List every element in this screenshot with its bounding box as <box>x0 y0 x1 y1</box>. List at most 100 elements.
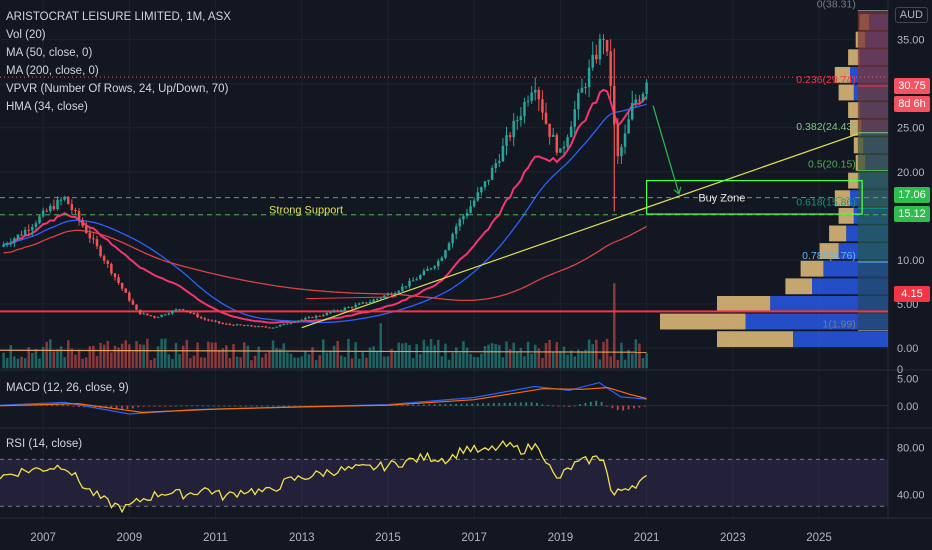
macd-histogram-bar <box>277 405 280 407</box>
volume-bar <box>260 357 264 369</box>
candle-body <box>314 315 318 318</box>
candle-body <box>167 313 171 315</box>
macd-histogram-bar <box>412 404 414 406</box>
overlays <box>0 76 888 353</box>
volume-bar <box>512 342 515 369</box>
candle-body <box>38 216 41 224</box>
volume-bar <box>174 342 178 369</box>
volume-bar <box>307 354 311 369</box>
strong-support-label: Strong Support <box>269 204 343 216</box>
volume-bar <box>250 360 253 369</box>
vp-down <box>745 313 888 330</box>
macd-label[interactable]: MACD (12, 26, close, 9) <box>6 382 129 394</box>
annotations: Strong Support Buy Zone <box>269 105 863 216</box>
volume-bar <box>181 345 185 369</box>
candle-body <box>555 134 559 153</box>
candle-body <box>210 320 214 322</box>
volume-bar <box>113 345 117 369</box>
macd-histogram-bar <box>638 405 641 408</box>
legend-ma200[interactable]: MA (200, close, 0) <box>6 65 99 77</box>
candle-body <box>541 99 544 113</box>
macd-histogram-bar <box>67 405 70 406</box>
volume-bar <box>598 359 602 369</box>
vp-row <box>717 331 888 348</box>
macd-signal-line <box>0 386 647 414</box>
candle-body <box>307 317 311 319</box>
volume-bar <box>293 357 296 369</box>
arrow-head <box>673 186 682 195</box>
legend-vpvr[interactable]: VPVR (Number Of Rows, 24, Up/Down, 70) <box>6 83 229 95</box>
legend-ma50[interactable]: MA (50, close, 0) <box>6 47 93 59</box>
candle-body <box>296 320 300 322</box>
macd-histogram-bar <box>455 403 458 406</box>
macd-histogram-bar <box>546 404 549 406</box>
candle-body <box>548 123 551 137</box>
volume-bar <box>372 346 375 369</box>
candle-body <box>135 304 138 310</box>
symbol-title[interactable]: ARISTOCRAT LEISURE LIMITED, 1M, ASX <box>6 11 231 23</box>
candle-body <box>102 256 106 261</box>
currency-badge[interactable]: AUD <box>894 7 928 23</box>
volume-bar <box>397 342 400 369</box>
time-tick-label: 2019 <box>548 532 574 544</box>
candle-body <box>289 322 293 324</box>
macd-histogram-bar <box>422 404 425 406</box>
candle-body <box>329 312 332 314</box>
candle-body <box>31 226 34 231</box>
volume-bar <box>74 354 77 369</box>
time-tick-label: 2017 <box>461 532 487 544</box>
volume-bar <box>41 346 45 369</box>
macd-histogram-bar <box>401 404 404 406</box>
candle-body <box>472 200 476 207</box>
candle-body <box>120 282 124 289</box>
macd-histogram-bar <box>514 402 517 406</box>
candle-body <box>110 263 113 274</box>
volume-bar <box>66 340 70 369</box>
time-tick-label: 2015 <box>375 532 401 544</box>
candle-body <box>350 307 354 309</box>
candle-body <box>325 312 329 316</box>
macd-histogram-bar <box>282 405 285 407</box>
volume-bar <box>88 346 92 369</box>
countdown-tag: 8d 6h <box>894 96 930 112</box>
macd-histogram-bar <box>239 405 242 407</box>
macd-histogram-bar <box>417 404 420 406</box>
volume-bar <box>354 342 357 369</box>
ma50-line <box>3 103 647 324</box>
macd-histogram-bar <box>439 404 441 406</box>
legend-hma[interactable]: HMA (34, close) <box>6 101 88 113</box>
fib-band <box>857 85 888 133</box>
volume-bar <box>505 341 508 369</box>
candle-body <box>577 92 580 110</box>
macd-histogram-bar <box>519 402 522 406</box>
candle-body <box>620 146 623 157</box>
volume-bar <box>156 346 160 369</box>
volume-bar <box>555 342 559 369</box>
macd-histogram-bar <box>78 405 80 408</box>
volume-bar <box>580 351 584 369</box>
volume-bar <box>415 344 418 369</box>
volume-bar <box>336 341 339 369</box>
volume-bar <box>196 342 199 369</box>
candlesticks[interactable] <box>2 33 648 329</box>
rsi-label[interactable]: RSI (14, close) <box>6 438 83 450</box>
candle-body <box>225 323 228 325</box>
volume-bar <box>271 340 275 369</box>
volume-bar <box>537 348 541 369</box>
macd-histogram-bar <box>185 405 188 407</box>
volume-bar <box>526 341 530 369</box>
volume-bar <box>325 352 329 369</box>
candle-body <box>74 209 77 212</box>
volume-bar <box>379 323 383 369</box>
legend-volume[interactable]: Vol (20) <box>6 29 46 41</box>
volume-bar <box>562 346 566 369</box>
macd-line <box>0 381 647 415</box>
macd-histogram-bar <box>503 402 506 406</box>
vp-up <box>834 190 850 207</box>
volume-bar <box>465 347 469 369</box>
candle-body <box>544 112 548 124</box>
candle-body <box>533 89 537 93</box>
candle-body <box>411 280 415 282</box>
macd-histogram-bar <box>94 405 96 408</box>
